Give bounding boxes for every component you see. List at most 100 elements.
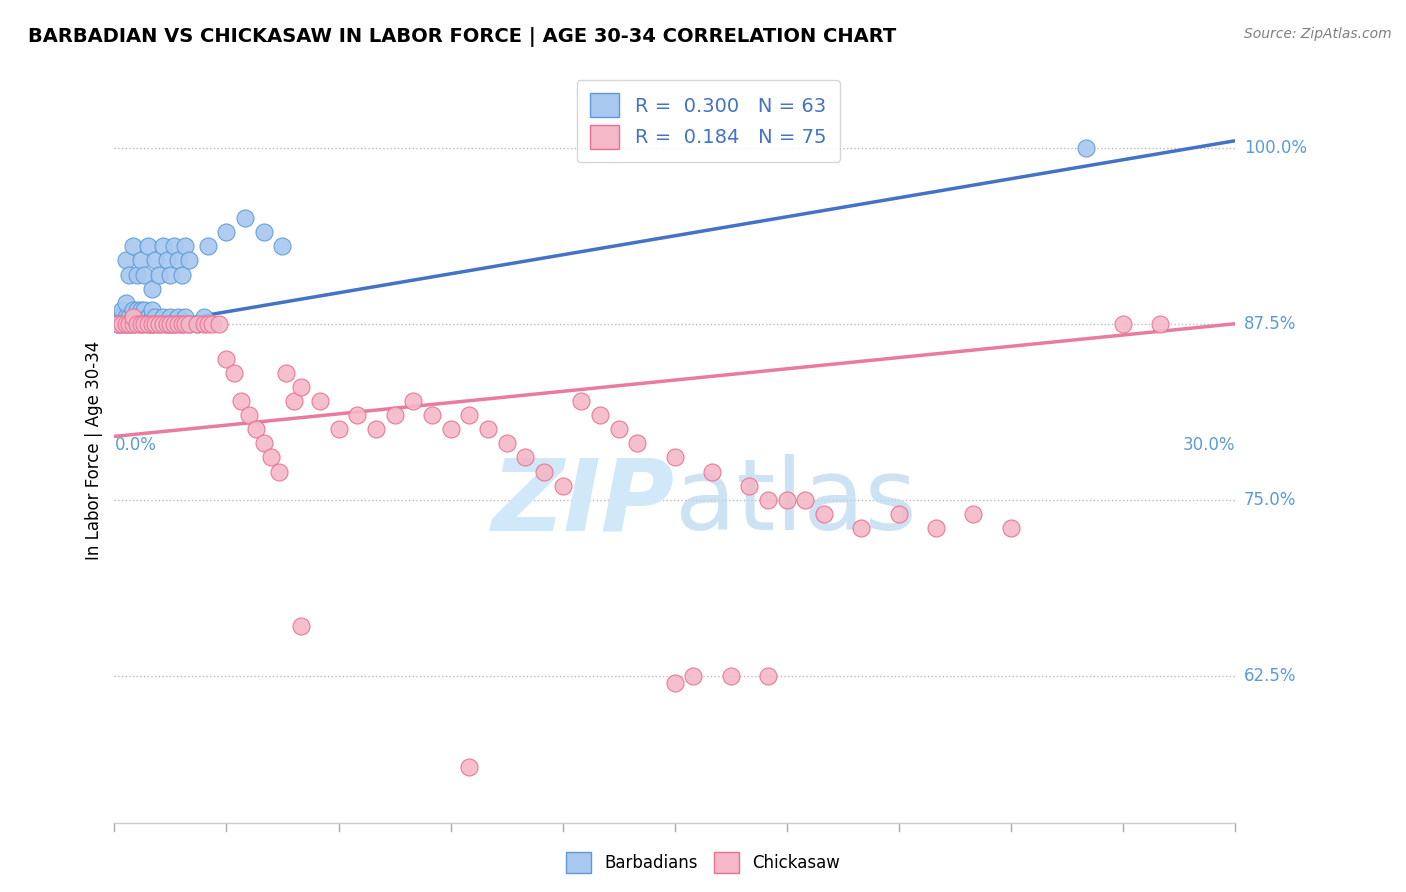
Point — [134, 268, 156, 282]
Point — [129, 317, 152, 331]
Point — [122, 302, 145, 317]
Point — [129, 317, 152, 331]
Point — [851, 521, 873, 535]
Point — [145, 310, 167, 324]
Point — [152, 310, 174, 324]
Point — [186, 317, 208, 331]
Point — [589, 409, 612, 423]
Text: 100.0%: 100.0% — [1244, 139, 1308, 157]
Point — [111, 317, 134, 331]
Text: BARBADIAN VS CHICKASAW IN LABOR FORCE | AGE 30-34 CORRELATION CHART: BARBADIAN VS CHICKASAW IN LABOR FORCE | … — [28, 27, 897, 46]
Point — [346, 409, 368, 423]
Point — [664, 675, 686, 690]
Point — [533, 465, 555, 479]
Text: atlas: atlas — [675, 454, 917, 551]
Point — [756, 492, 779, 507]
Point — [107, 317, 129, 331]
Point — [776, 492, 799, 507]
Point — [141, 317, 163, 331]
Point — [253, 436, 276, 450]
Point — [174, 310, 197, 324]
Point — [186, 317, 208, 331]
Text: Source: ZipAtlas.com: Source: ZipAtlas.com — [1244, 27, 1392, 41]
Point — [118, 310, 141, 324]
Text: ZIP: ZIP — [492, 454, 675, 551]
Point — [267, 465, 290, 479]
Point — [159, 310, 181, 324]
Point — [197, 239, 219, 253]
Point — [125, 302, 148, 317]
Point — [122, 239, 145, 253]
Point — [122, 310, 145, 324]
Point — [118, 268, 141, 282]
Point — [134, 310, 156, 324]
Point — [170, 317, 193, 331]
Point — [136, 317, 159, 331]
Point — [222, 366, 245, 380]
Point — [114, 317, 136, 331]
Point — [134, 317, 156, 331]
Point — [276, 366, 298, 380]
Point — [156, 317, 179, 331]
Point — [1000, 521, 1022, 535]
Point — [174, 317, 197, 331]
Point — [308, 394, 330, 409]
Point — [245, 422, 267, 436]
Point — [215, 225, 238, 239]
Point — [136, 317, 159, 331]
Point — [1149, 317, 1171, 331]
Point — [283, 394, 305, 409]
Point — [962, 507, 984, 521]
Point — [439, 422, 461, 436]
Point — [148, 268, 170, 282]
Point — [215, 351, 238, 366]
Point — [122, 310, 145, 324]
Point — [125, 268, 148, 282]
Point — [756, 668, 779, 682]
Point — [129, 310, 152, 324]
Point — [163, 317, 186, 331]
Point — [136, 310, 159, 324]
Point — [159, 317, 181, 331]
Point — [569, 394, 592, 409]
Point — [290, 619, 312, 633]
Point — [125, 317, 148, 331]
Point — [107, 317, 129, 331]
Point — [111, 302, 134, 317]
Point — [148, 317, 170, 331]
Point — [156, 253, 179, 268]
Point — [152, 239, 174, 253]
Point — [271, 239, 294, 253]
Point — [231, 394, 253, 409]
Point — [159, 268, 181, 282]
Point — [141, 282, 163, 296]
Point — [193, 317, 215, 331]
Point — [1112, 317, 1135, 331]
Point — [179, 317, 201, 331]
Text: 0.0%: 0.0% — [114, 435, 156, 453]
Point — [163, 239, 186, 253]
Point — [118, 317, 141, 331]
Point — [551, 478, 574, 492]
Point — [134, 302, 156, 317]
Point — [495, 436, 517, 450]
Point — [813, 507, 835, 521]
Point — [458, 760, 481, 774]
Point — [125, 310, 148, 324]
Point — [384, 409, 406, 423]
Point — [170, 317, 193, 331]
Point — [233, 211, 256, 226]
Point — [141, 302, 163, 317]
Point — [107, 310, 129, 324]
Point — [118, 317, 141, 331]
Point — [179, 317, 201, 331]
Point — [145, 317, 167, 331]
Point — [364, 422, 387, 436]
Point — [626, 436, 648, 450]
Point — [664, 450, 686, 465]
Point — [159, 317, 181, 331]
Point — [253, 225, 276, 239]
Point — [156, 317, 179, 331]
Text: 87.5%: 87.5% — [1244, 315, 1296, 333]
Point — [145, 253, 167, 268]
